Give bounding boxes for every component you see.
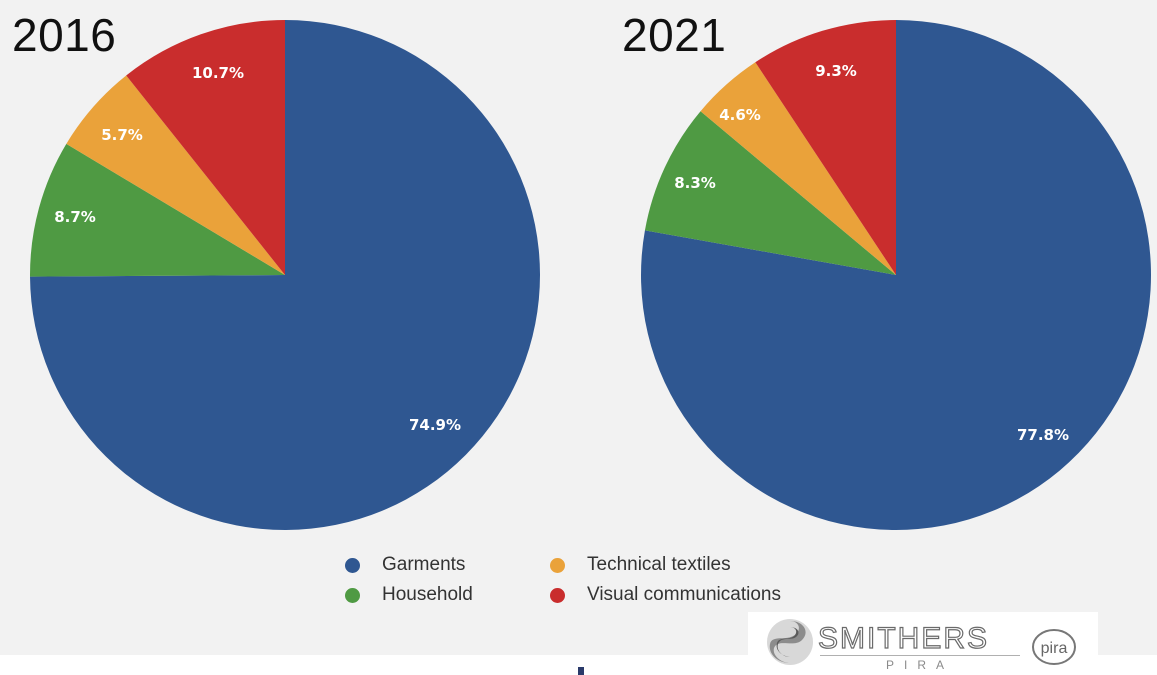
legend-swatch: [550, 587, 565, 603]
legend-label: Technical textiles: [587, 554, 731, 575]
pie-slice-household: [30, 143, 286, 277]
legend-swatch: [550, 557, 565, 573]
legend-item-technical-textiles: Technical textiles: [550, 553, 820, 577]
legend-label: Household: [382, 584, 473, 605]
pie-2021: 77.8% 8.3% 4.6% 9.3%: [641, 20, 1152, 530]
slice-data-label: 10.7%: [192, 64, 244, 82]
legend-item-visual-communications: Visual communications: [550, 583, 820, 607]
slice-data-label: 5.7%: [101, 126, 143, 144]
legend-swatch: [345, 557, 360, 573]
swirl-logo-icon: [767, 619, 813, 665]
slide-marker: [578, 667, 584, 675]
smithers-pira-logo: SMITHERS PIRA pira: [748, 612, 1098, 675]
logo-subtitle: PIRA: [886, 658, 955, 672]
legend-label: Visual communications: [587, 584, 781, 605]
pie-slice-visual-communications: [755, 20, 896, 275]
pie-slice-garments: [30, 20, 541, 530]
pira-badge-text: pira: [1041, 640, 1068, 657]
legend-item-garments: Garments: [345, 553, 550, 577]
slice-data-label: 77.8%: [1017, 426, 1069, 444]
pie-slice-garments: [641, 20, 1152, 530]
pie-slice-visual-communications: [126, 20, 285, 275]
pira-badge-icon: pira: [1032, 629, 1076, 665]
legend-label: Garments: [382, 554, 466, 575]
pie-slice-household: [644, 111, 896, 275]
chart-title-2021: 2021: [622, 9, 727, 61]
pie-slice-technical-textiles: [700, 62, 896, 276]
slice-data-label: 9.3%: [815, 62, 857, 80]
slice-data-label: 8.3%: [674, 174, 716, 192]
pie-charts: 74.9% 8.7% 5.7% 10.7% 77.8% 8.3% 4.6% 9.3%: [30, 20, 1152, 530]
chart-title-2016: 2016: [12, 9, 117, 61]
legend: Garments Technical textiles Household Vi…: [345, 553, 820, 607]
logo-divider: [820, 655, 1020, 656]
logo-wordmark: SMITHERS: [817, 621, 990, 655]
legend-item-household: Household: [345, 583, 550, 607]
slice-data-label: 74.9%: [409, 416, 461, 434]
slice-data-label: 4.6%: [719, 106, 761, 124]
pie-slice-technical-textiles: [66, 75, 285, 276]
legend-swatch: [345, 587, 360, 603]
slice-data-label: 8.7%: [54, 208, 96, 226]
pie-2016: 74.9% 8.7% 5.7% 10.7%: [30, 20, 541, 530]
